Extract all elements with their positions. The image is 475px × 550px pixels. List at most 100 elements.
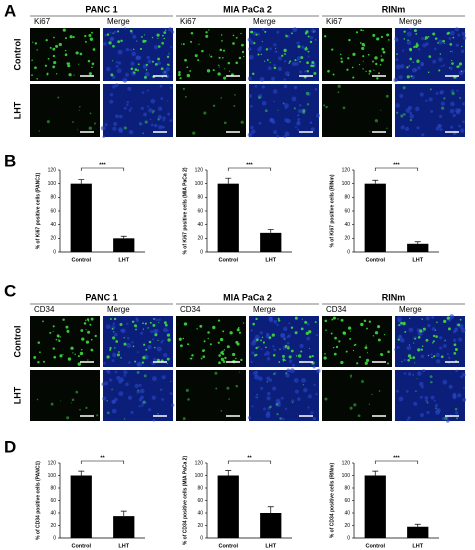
signal [68, 62, 71, 65]
signal [332, 346, 335, 349]
signal [232, 42, 235, 45]
nucleus [461, 372, 466, 377]
signal [438, 69, 441, 72]
micrograph [30, 84, 100, 137]
y-tick-label: 60 [50, 498, 56, 504]
nucleus [277, 401, 281, 405]
nucleus [251, 351, 255, 355]
channel-label: Merge [253, 305, 276, 314]
signal [223, 76, 227, 80]
y-tick-label: 0 [347, 535, 350, 541]
signal [139, 47, 143, 51]
signal [202, 355, 206, 358]
nucleus [157, 106, 163, 111]
signal [167, 100, 169, 102]
micrograph [30, 316, 100, 367]
signal [413, 29, 417, 33]
nucleus [254, 334, 260, 340]
signal [55, 338, 58, 341]
signal [283, 48, 287, 53]
signal [382, 50, 386, 54]
signal [31, 59, 33, 62]
signal [313, 31, 315, 33]
signal [147, 327, 149, 329]
group-title: PANC 1 [85, 4, 117, 14]
signal [427, 71, 430, 74]
signal [164, 71, 166, 73]
nucleus [124, 27, 127, 30]
nucleus [456, 110, 461, 115]
signal [111, 327, 114, 330]
nucleus [434, 47, 437, 51]
signal [238, 56, 242, 60]
nucleus [426, 410, 430, 415]
signal [77, 355, 80, 358]
y-tick-label: 80 [344, 485, 350, 491]
signal [237, 326, 240, 329]
nucleus [461, 32, 466, 36]
signal [424, 38, 426, 41]
signal [362, 60, 364, 62]
signal [265, 48, 269, 51]
micrograph [249, 84, 319, 137]
nucleus [293, 378, 299, 383]
signal [304, 32, 308, 35]
signal [361, 380, 364, 383]
nucleus [102, 396, 107, 401]
signal [232, 352, 236, 357]
signal [117, 30, 120, 33]
nucleus [409, 111, 413, 115]
signal [179, 77, 182, 80]
y-tick-label: 0 [200, 249, 203, 255]
signal [84, 40, 87, 43]
signal [331, 48, 334, 51]
signal [290, 326, 294, 329]
signal [157, 339, 159, 341]
signal [37, 341, 41, 344]
signal [186, 66, 189, 69]
nucleus [314, 87, 318, 91]
nucleus [148, 408, 152, 412]
nucleus [409, 114, 414, 119]
signal [272, 372, 276, 376]
signal [309, 40, 313, 44]
signal [158, 321, 160, 324]
nucleus [296, 56, 301, 61]
nucleus [111, 75, 116, 79]
nucleus [130, 410, 134, 414]
signal [358, 63, 361, 66]
nucleus [296, 59, 299, 62]
error-bar [120, 235, 127, 239]
y-tick-label: 60 [197, 208, 203, 214]
micrograph [322, 370, 392, 421]
signal [266, 381, 269, 383]
nucleus [307, 55, 310, 58]
nucleus [462, 386, 465, 389]
nucleus [298, 103, 302, 107]
signal [345, 350, 348, 353]
nucleus [455, 43, 459, 47]
signal [372, 33, 376, 37]
signal [235, 384, 239, 388]
nucleus [160, 97, 164, 100]
nucleus [259, 77, 265, 82]
nucleus [109, 93, 114, 97]
nucleus [398, 396, 404, 402]
nucleus [123, 370, 128, 375]
nucleus [405, 126, 410, 131]
nucleus [247, 416, 252, 420]
signal [85, 329, 87, 331]
signal [161, 41, 164, 45]
signal [293, 107, 296, 110]
signal [215, 387, 218, 390]
signal [182, 43, 185, 46]
signal [157, 37, 159, 39]
nucleus [438, 336, 443, 340]
signal [218, 64, 220, 67]
signal [413, 342, 415, 344]
signal [416, 59, 420, 63]
signal [429, 375, 433, 379]
signal [307, 35, 310, 38]
nucleus [154, 123, 158, 128]
signal [85, 406, 88, 409]
